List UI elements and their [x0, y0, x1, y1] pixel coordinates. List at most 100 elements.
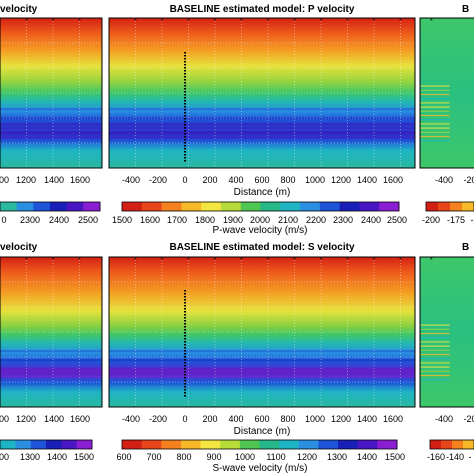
- bottom-left-xtick: 1600: [70, 414, 90, 424]
- bottom-mid-title: BASELINE estimated model: S velocity: [169, 242, 354, 253]
- top-mid-xticks: -400 -200 0 200 400 600 800 1000 1200 14…: [122, 175, 403, 185]
- velocity-band: [109, 100, 415, 103]
- top-mid-xtick: 200: [202, 175, 217, 185]
- top-left-xtick: 1400: [44, 175, 64, 185]
- difference-streak: [420, 127, 450, 129]
- top-left-xtick: 1600: [70, 175, 90, 185]
- top-mid-xtick: 600: [254, 175, 269, 185]
- difference-streak: [420, 140, 450, 142]
- colorbar-swatch: [377, 440, 398, 449]
- velocity-band: [109, 144, 415, 147]
- colorbar-swatch: [462, 202, 474, 211]
- receiver-marker: *: [373, 18, 376, 25]
- velocity-band: [0, 375, 102, 378]
- colorbar-swatch: [357, 440, 378, 449]
- velocity-band: [0, 144, 102, 147]
- colorbar-swatch: [220, 440, 241, 449]
- colorbar-frame: [0, 201, 101, 212]
- bottom-mid-cbar-tick: 600: [116, 452, 131, 462]
- difference-streak: [420, 85, 450, 87]
- top-mid-xtick: 0: [182, 175, 187, 185]
- colorbar-swatch: [161, 440, 182, 449]
- top-mid-xtick: 1000: [305, 175, 325, 185]
- velocity-band: [109, 123, 415, 126]
- top-left-cbar-ticks: 0 2300 2400 2500: [1, 215, 98, 225]
- colorbar-swatch: [430, 440, 442, 449]
- receiver-marker: *: [267, 18, 270, 25]
- difference-streak: [420, 102, 450, 104]
- receiver-marker: *: [214, 257, 217, 264]
- bottom-mid-xtick: 0: [182, 414, 187, 424]
- bottom-mid-xtick: 800: [280, 414, 295, 424]
- colorbar-swatch: [279, 440, 300, 449]
- colorbar-swatch: [298, 440, 319, 449]
- colorbar-swatch: [180, 440, 201, 449]
- top-mid-xlabel: Distance (m): [234, 187, 291, 198]
- difference-streak: [420, 370, 450, 372]
- top-mid-xtick: -400: [122, 175, 140, 185]
- colorbar-swatch: [15, 440, 32, 449]
- colorbar-swatch: [0, 202, 18, 211]
- top-right-cbar-tick: -200: [422, 215, 440, 225]
- bottom-mid-xtick: 1000: [305, 414, 325, 424]
- colorbar-swatch: [16, 202, 34, 211]
- colorbar-swatch: [463, 440, 474, 449]
- colorbar-swatch: [161, 202, 182, 211]
- bottom-mid-xticks: -400 -200 0 200 400 600 800 1000 1200 14…: [122, 414, 403, 424]
- top-right-panel-fill: [420, 18, 474, 168]
- top-mid-cbar-tick: 2100: [278, 215, 298, 225]
- bottom-right-panel-frame: [419, 256, 474, 408]
- colorbar-swatch: [46, 440, 62, 449]
- top-right-xtick: -400: [435, 175, 453, 185]
- receiver-marker: *: [430, 257, 433, 264]
- receiver-marker: *: [399, 257, 402, 264]
- top-mid-cbar-tick: 2400: [361, 215, 381, 225]
- top-mid-xtick: -200: [149, 175, 167, 185]
- colorbar-swatch: [441, 440, 453, 449]
- difference-streak: [420, 362, 450, 364]
- colorbar-swatch: [338, 440, 359, 449]
- receiver-marker: *: [161, 257, 164, 264]
- velocity-band: [109, 383, 415, 386]
- receiver-marker: *: [134, 18, 137, 25]
- colorbar-swatch: [141, 202, 162, 211]
- top-mid-cbar-tick: 2000: [250, 215, 270, 225]
- bottom-left-title: velocity: [0, 242, 38, 253]
- difference-streak: [420, 131, 450, 133]
- bottom-mid-xtick: 600: [254, 414, 269, 424]
- top-row: velocity BASELINE estimated model: P vel…: [0, 4, 474, 236]
- bottom-row: velocity BASELINE estimated model: S vel…: [0, 242, 474, 474]
- receiver-marker: *: [78, 257, 81, 264]
- velocity-band: [109, 136, 415, 139]
- top-left-colorbar: [0, 201, 101, 212]
- velocity-band: [109, 368, 415, 371]
- difference-streak: [420, 110, 450, 112]
- bottom-mid-xtick: 200: [202, 414, 217, 424]
- top-left-cbar-tick: 2500: [78, 215, 98, 225]
- top-mid-xtick: 1400: [357, 175, 377, 185]
- colorbar-frame: [121, 201, 400, 212]
- difference-streak: [420, 123, 450, 125]
- bottom-mid-colorbar: [121, 439, 398, 450]
- bottom-mid-panel: * * * * * * * * * * * -400 -200 0 200 400 600 800 …: [108, 256, 416, 437]
- top-mid-xtick: 1200: [331, 175, 351, 185]
- bottom-mid-cbar-tick: 1200: [297, 452, 317, 462]
- colorbar-swatch: [122, 440, 143, 449]
- bottom-right-panel: * -400 -20: [419, 256, 474, 424]
- bottom-mid-xtick: -200: [149, 414, 167, 424]
- colorbar-swatch: [259, 440, 280, 449]
- bottom-left-panel-frame: [0, 256, 103, 408]
- top-left-cbar-tick: 2300: [20, 215, 40, 225]
- colorbar-swatch: [220, 202, 242, 211]
- velocity-band: [0, 100, 102, 103]
- bottom-mid-cbar-tick: 1000: [235, 452, 255, 462]
- top-right-title: B: [462, 4, 469, 15]
- bottom-mid-xtick: 1200: [331, 414, 351, 424]
- bottom-mid-cbar-tick: 700: [146, 452, 161, 462]
- colorbar-swatch: [122, 202, 143, 211]
- top-mid-cbar-tick: 1800: [195, 215, 215, 225]
- difference-streak: [420, 332, 450, 335]
- receiver-marker: *: [240, 257, 243, 264]
- colorbar-swatch: [319, 202, 341, 211]
